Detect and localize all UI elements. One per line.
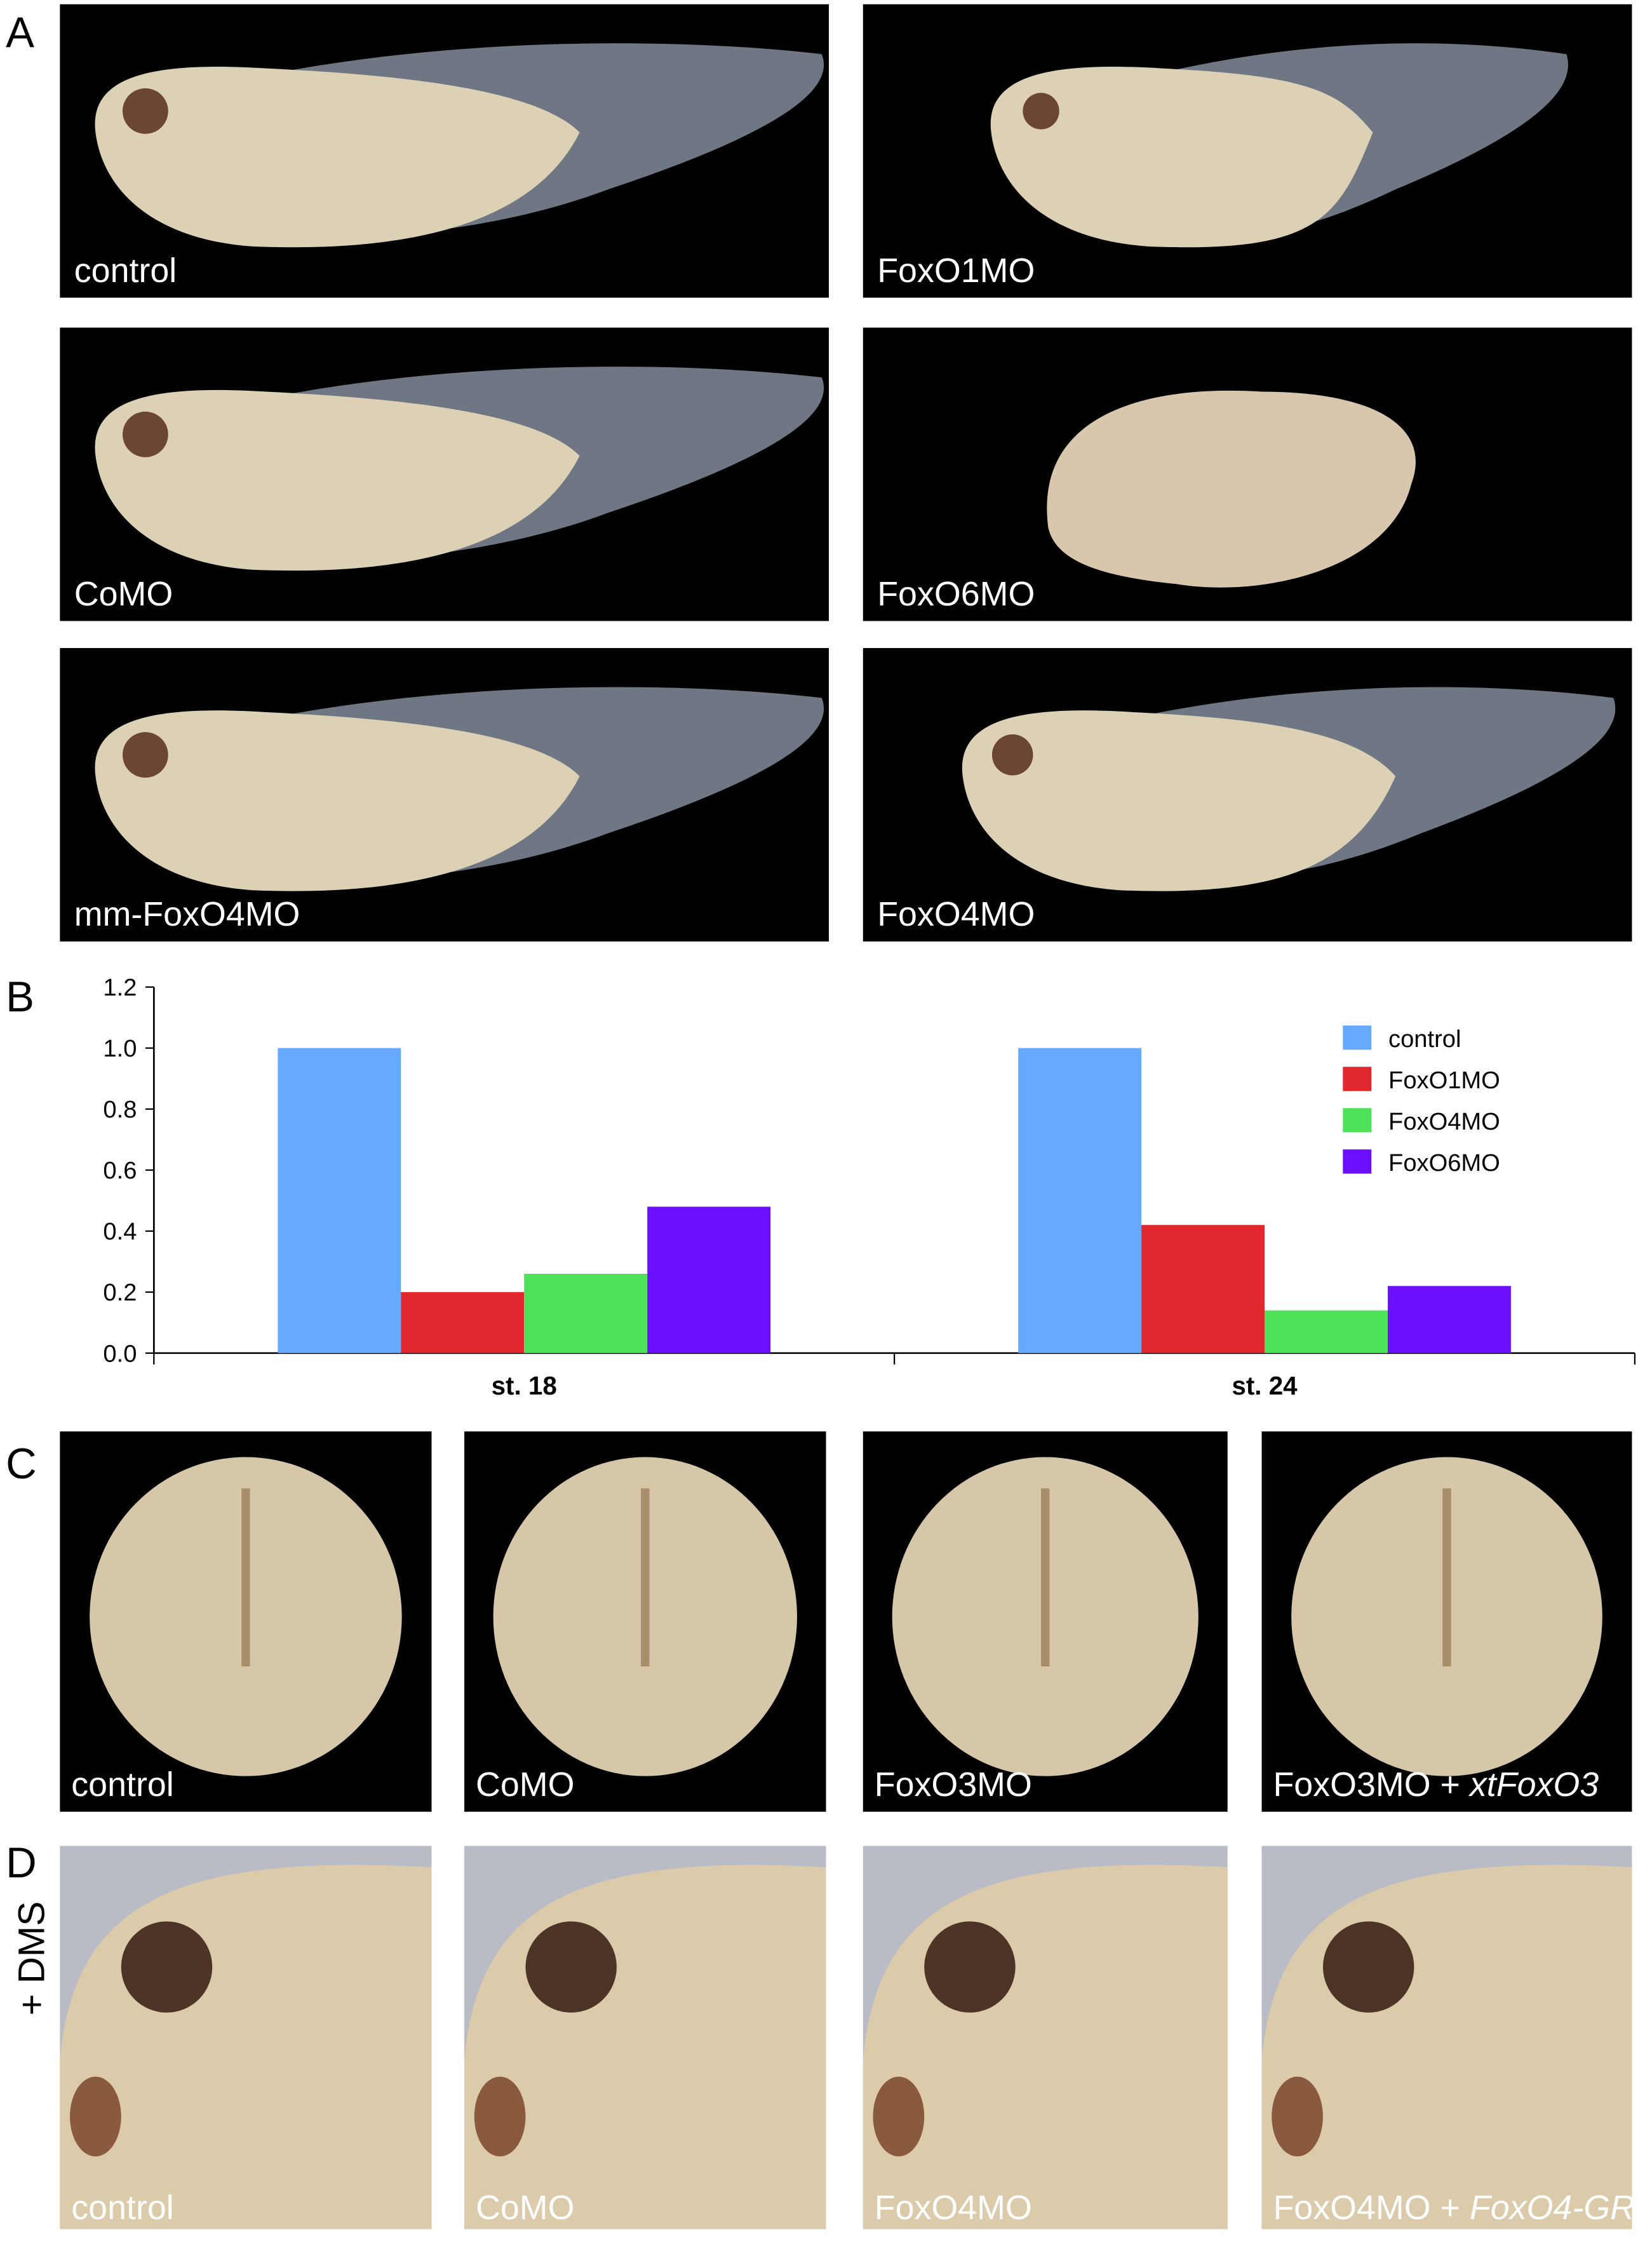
eye (525, 1921, 617, 2013)
bar (1018, 1048, 1142, 1353)
image-label: control (71, 1766, 173, 1804)
eye (1023, 93, 1059, 130)
legend-label: FoxO6MO (1388, 1150, 1500, 1177)
label-text: FoxO3MO (875, 1766, 1032, 1804)
legend-label: control (1388, 1026, 1461, 1053)
label-text: control (71, 1766, 173, 1804)
image-label: FoxO4MO (875, 2189, 1032, 2227)
bar (524, 1273, 648, 1353)
label-text: CoMO (476, 2189, 574, 2227)
y-tick-label: 0.6 (103, 1158, 137, 1184)
eye (122, 411, 168, 457)
y-tick-label: 0.8 (103, 1097, 137, 1123)
image-label: FoxO3MO + xtFoxO3 (1273, 1766, 1599, 1804)
image-label: CoMO (476, 2189, 574, 2227)
embryo (1047, 390, 1416, 588)
legend-swatch (1343, 1067, 1372, 1091)
label-text: CoMO (74, 575, 173, 613)
label-text: control (74, 252, 177, 290)
label-italic: FoxO4-GR (1470, 2189, 1635, 2227)
image-label: CoMO (74, 575, 173, 613)
label-text: CoMO (476, 1766, 574, 1804)
eye (1322, 1921, 1414, 2013)
bar (1387, 1286, 1511, 1353)
panel-letter: B (6, 973, 34, 1021)
bar (1141, 1225, 1265, 1353)
panel-letter: C (6, 1440, 37, 1488)
side-label: + DMS (11, 1901, 53, 2016)
tadpole-body (95, 389, 580, 571)
legend-swatch (1343, 1149, 1372, 1174)
tadpole-body (95, 66, 580, 248)
image-label: FoxO4MO (877, 895, 1035, 933)
legend-swatch (1343, 1108, 1372, 1133)
cement-gland (873, 2076, 925, 2157)
bar (647, 1206, 771, 1353)
image-label: control (74, 252, 177, 290)
label-text: FoxO3MO + (1273, 1766, 1469, 1804)
label-text: FoxO4MO (875, 2189, 1032, 2227)
label-text: FoxO4MO (877, 895, 1035, 933)
y-tick-label: 0.4 (103, 1219, 137, 1245)
image-label: control (71, 2189, 173, 2227)
x-tick-label: st. 24 (1232, 1371, 1298, 1400)
eye (121, 1921, 213, 2013)
label-text: FoxO4MO + (1273, 2189, 1469, 2227)
tadpole-body (962, 710, 1396, 891)
image-label: mm-FoxO4MO (74, 895, 300, 933)
tadpole-body (990, 66, 1373, 248)
eye (991, 734, 1033, 776)
bar (278, 1048, 401, 1353)
image-label: FoxO1MO (877, 252, 1035, 290)
y-tick-label: 0.2 (103, 1280, 137, 1306)
panel-letter: D (6, 1839, 37, 1887)
tadpole-body (95, 710, 580, 891)
image-label: FoxO6MO (877, 575, 1035, 613)
image-label: FoxO4MO + FoxO4-GR (1273, 2189, 1634, 2227)
panel-letter: A (6, 9, 34, 57)
bar (1265, 1310, 1388, 1353)
y-tick-label: 0.0 (103, 1341, 137, 1367)
eye (122, 732, 168, 778)
legend-label: FoxO1MO (1388, 1067, 1500, 1094)
cement-gland (70, 2076, 121, 2157)
cement-gland (1272, 2076, 1323, 2157)
eye (924, 1921, 1016, 2013)
label-text: FoxO6MO (877, 575, 1035, 613)
label-text: FoxO1MO (877, 252, 1035, 290)
eye (122, 88, 168, 134)
image-label: FoxO3MO (875, 1766, 1032, 1804)
image-label: CoMO (476, 1766, 574, 1804)
label-text: mm-FoxO4MO (74, 895, 300, 933)
label-italic: xtFoxO3 (1468, 1766, 1599, 1804)
y-tick-label: 1.0 (103, 1036, 137, 1062)
legend-swatch (1343, 1025, 1372, 1050)
label-text: control (71, 2189, 173, 2227)
bar (401, 1292, 525, 1353)
y-tick-label: 1.2 (103, 975, 137, 1001)
x-tick-label: st. 18 (492, 1371, 557, 1400)
legend-label: FoxO4MO (1388, 1109, 1500, 1135)
cement-gland (474, 2076, 526, 2157)
